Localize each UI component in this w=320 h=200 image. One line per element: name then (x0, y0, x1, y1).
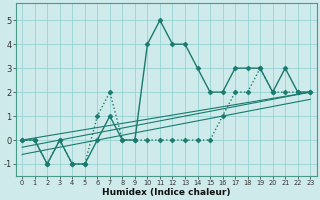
X-axis label: Humidex (Indice chaleur): Humidex (Indice chaleur) (102, 188, 230, 197)
